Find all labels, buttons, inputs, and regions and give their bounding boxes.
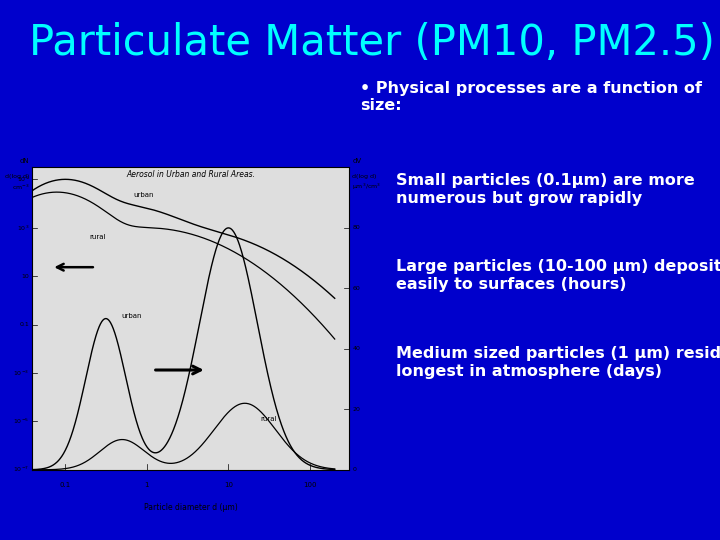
Text: 10$^3$: 10$^3$ — [17, 223, 30, 233]
Text: 100: 100 — [303, 482, 317, 488]
Text: 1: 1 — [145, 482, 149, 488]
Text: 10$^{-3}$: 10$^{-3}$ — [13, 368, 30, 377]
Text: 20: 20 — [352, 407, 360, 412]
Text: Large particles (10-100 μm) deposit
easily to surfaces (hours): Large particles (10-100 μm) deposit easi… — [396, 259, 720, 292]
Text: Medium sized particles (1 μm) reside
longest in atmosphere (days): Medium sized particles (1 μm) reside lon… — [396, 346, 720, 379]
Text: d(log d): d(log d) — [5, 174, 30, 179]
Text: 10: 10 — [224, 482, 233, 488]
Text: 0: 0 — [352, 467, 356, 472]
Text: d(log d): d(log d) — [352, 174, 377, 179]
Text: • Physical processes are a function of
size:: • Physical processes are a function of s… — [360, 81, 702, 113]
Text: rural: rural — [261, 416, 277, 422]
Text: 10$^5$: 10$^5$ — [17, 175, 30, 184]
Text: Small particles (0.1μm) are more
numerous but grow rapidly: Small particles (0.1μm) are more numerou… — [396, 173, 695, 206]
Text: 40: 40 — [352, 346, 360, 352]
Text: Particulate Matter (PM10, PM2.5): Particulate Matter (PM10, PM2.5) — [29, 22, 715, 64]
Text: 80: 80 — [352, 225, 360, 231]
Text: 10$^{-5}$: 10$^{-5}$ — [13, 417, 30, 426]
Text: urban: urban — [121, 313, 142, 319]
Text: rural: rural — [89, 234, 106, 240]
Text: dV: dV — [352, 158, 361, 164]
Text: 0.1: 0.1 — [19, 322, 30, 327]
Text: 10: 10 — [22, 274, 30, 279]
Text: cm$^{-3}$: cm$^{-3}$ — [12, 183, 30, 192]
Text: 60: 60 — [352, 286, 360, 291]
Text: dN: dN — [19, 158, 30, 164]
Text: urban: urban — [134, 192, 154, 198]
Text: Particle diameter d (μm): Particle diameter d (μm) — [144, 503, 238, 512]
Text: μm$^{3}$/cm$^{3}$: μm$^{3}$/cm$^{3}$ — [352, 181, 382, 192]
Text: Aerosol in Urban and Rural Areas.: Aerosol in Urban and Rural Areas. — [126, 171, 256, 179]
Text: 0.1: 0.1 — [59, 482, 71, 488]
Text: 10$^{-7}$: 10$^{-7}$ — [13, 465, 30, 475]
